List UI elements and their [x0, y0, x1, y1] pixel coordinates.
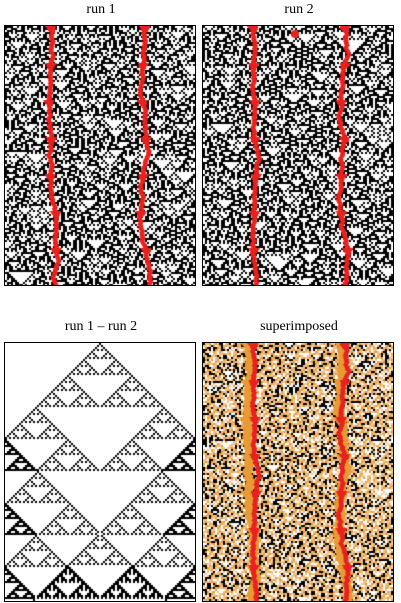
run-2-pattern-panel	[202, 25, 394, 286]
run-2-cellular-automaton-image	[203, 26, 393, 285]
superimposed-pattern-panel	[202, 342, 394, 602]
run-1-cellular-automaton-image	[5, 26, 195, 285]
superimposed-cellular-automaton-image	[203, 343, 393, 601]
panel-title-run-1: run 1	[86, 2, 116, 17]
run-1-pattern-panel	[4, 25, 196, 286]
difference-pattern-panel	[4, 342, 196, 602]
panel-title-superimposed: superimposed	[260, 319, 338, 334]
panel-title-run-2: run 2	[284, 2, 314, 17]
difference-sierpinski-image	[5, 343, 195, 601]
panel-title-difference: run 1 – run 2	[64, 319, 138, 334]
